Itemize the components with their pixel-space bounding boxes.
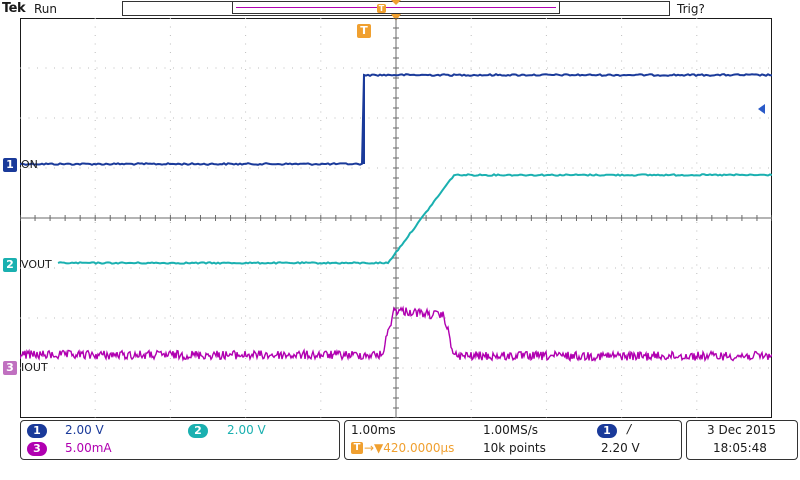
record-window-trace — [236, 7, 556, 8]
top-status-bar: Tek Run T Trig? — [0, 0, 800, 21]
ch3-badge[interactable]: 3 — [27, 442, 47, 456]
ch1-badge[interactable]: 1 — [27, 424, 47, 438]
ch2-scale: 2.00 V — [227, 423, 266, 437]
record-trigger-marker: T — [377, 4, 386, 13]
ch3-ground-marker[interactable]: 3 — [3, 361, 17, 375]
channel-scale-panel[interactable]: 1 2.00 V 2 2.00 V 3 5.00mA — [20, 420, 340, 460]
brand-logo: Tek — [2, 1, 26, 16]
ch3-waveform — [20, 305, 772, 363]
trigger-status: Trig? — [677, 2, 705, 16]
ch1-trace-label: ON — [21, 158, 38, 171]
date-display: 3 Dec 2015 — [707, 423, 777, 437]
ch1-waveform — [20, 73, 772, 166]
ch3-scale: 5.00mA — [65, 441, 112, 455]
ch1-scale: 2.00 V — [65, 423, 104, 437]
trigger-source-badge[interactable]: 1 — [597, 424, 617, 438]
ch2-ground-marker[interactable]: 2 — [3, 258, 17, 272]
record-length: 10k points — [483, 441, 546, 455]
trigger-position-arrow-top — [391, 0, 401, 5]
ch1-ground-marker[interactable]: 1 — [3, 158, 17, 172]
ch3-trace-label: IOUT — [21, 361, 48, 374]
ch2-trace-label: VOUT — [21, 258, 52, 271]
datetime-panel: 3 Dec 2015 18:05:48 — [686, 420, 798, 460]
trigger-level: 2.20 V — [601, 441, 640, 455]
trigger-time-marker[interactable]: T — [357, 24, 371, 38]
time-display: 18:05:48 — [713, 441, 767, 455]
trigger-slope-icon: / — [627, 422, 632, 436]
sample-rate: 1.00MS/s — [483, 423, 538, 437]
waveform-display — [20, 18, 772, 418]
horizontal-scale: 1.00ms — [351, 423, 396, 437]
trigger-offset-icon: T — [351, 442, 363, 454]
ch2-badge[interactable]: 2 — [188, 424, 208, 438]
horizontal-position: →▼420.0000µs — [364, 441, 455, 455]
acquisition-state: Run — [34, 2, 58, 16]
ch2-waveform — [57, 173, 772, 265]
trigger-level-arrow[interactable] — [758, 104, 765, 114]
timebase-panel[interactable]: 1.00ms 1.00MS/s 1 / T →▼420.0000µs 10k p… — [344, 420, 682, 460]
